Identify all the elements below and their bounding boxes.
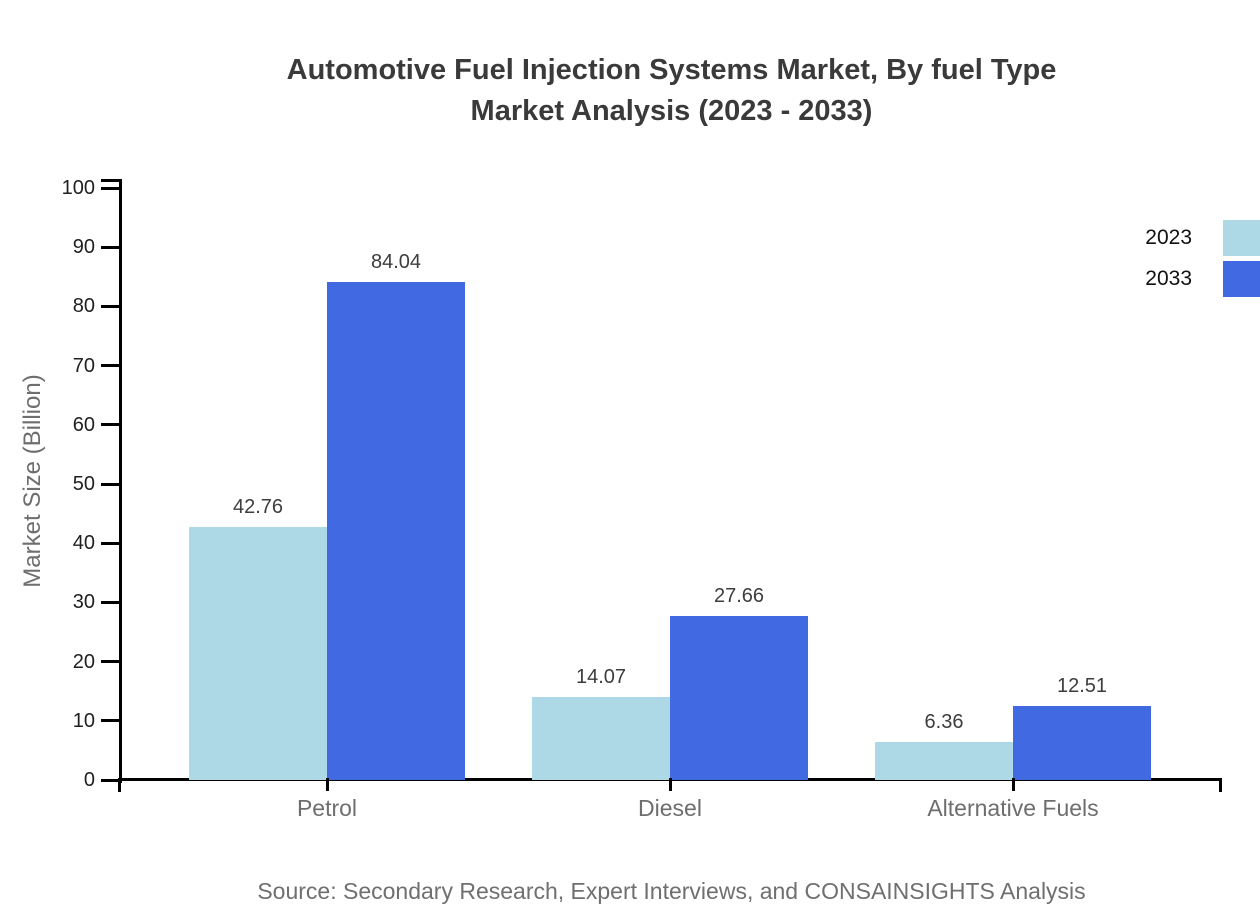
- x-tick: [1011, 778, 1015, 791]
- value-label: 6.36: [924, 711, 964, 734]
- y-axis-spine: [119, 179, 122, 783]
- y-tick-label: 40: [72, 532, 95, 555]
- category-label-petrol: Petrol: [296, 795, 358, 821]
- y-tick-label: 50: [72, 473, 95, 495]
- x-axis-left-end-tick: [118, 778, 121, 792]
- y-tick: [101, 364, 119, 368]
- bar-2033-petrol: [327, 282, 465, 780]
- bar-2023-diesel: [532, 696, 670, 780]
- bar-2033-alternative-fuels: [1013, 705, 1151, 780]
- y-tick: [101, 541, 119, 545]
- value-label: 42.76: [232, 495, 284, 518]
- y-tick: [101, 482, 119, 486]
- chart-title-line1: Automotive Fuel Injection Systems Market…: [286, 54, 1057, 86]
- y-axis-end-tick: [101, 179, 119, 182]
- y-tick-label: 70: [72, 354, 95, 377]
- bar-2033-diesel: [670, 616, 808, 780]
- legend-label-2033: 2033: [1145, 267, 1192, 290]
- value-label: 12.51: [1056, 674, 1108, 697]
- y-tick-label: 80: [72, 295, 95, 318]
- legend-label-2023: 2023: [1145, 226, 1192, 249]
- y-tick-label: 10: [72, 709, 95, 732]
- value-label: 14.07: [575, 665, 627, 688]
- y-tick: [101, 660, 119, 664]
- legend-swatch-2033: [1223, 261, 1260, 297]
- chart-title-line2: Market Analysis (2023 - 2033): [470, 95, 873, 127]
- y-tick-label: 20: [72, 650, 95, 673]
- x-axis-right-end-tick: [1219, 778, 1222, 792]
- y-tick: [101, 719, 119, 723]
- y-tick-label: 30: [72, 591, 95, 614]
- source-attribution: Source: Secondary Research, Expert Inter…: [257, 878, 1086, 904]
- chart-title: Automotive Fuel Injection Systems Market…: [121, 50, 1222, 132]
- y-tick-label: 0: [83, 769, 95, 791]
- category-label-diesel: Diesel: [638, 795, 702, 821]
- y-tick: [101, 778, 119, 782]
- y-tick-label: 100: [61, 177, 95, 199]
- value-label: 27.66: [713, 585, 765, 608]
- y-tick-label: 90: [72, 236, 95, 259]
- y-tick: [101, 186, 119, 190]
- y-tick: [101, 600, 119, 604]
- bar-2023-alternative-fuels: [875, 742, 1013, 780]
- legend-swatch-2023: [1223, 220, 1260, 256]
- y-tick: [101, 304, 119, 308]
- y-tick: [101, 245, 119, 249]
- legend-row-2033: 2033: [1145, 261, 1260, 297]
- y-tick-label: 60: [72, 413, 95, 436]
- bar-2023-petrol: [189, 526, 327, 780]
- category-label-alternative-fuels: Alternative Fuels: [927, 795, 1099, 821]
- x-tick: [325, 778, 329, 791]
- x-tick: [668, 778, 672, 791]
- value-label: 84.04: [370, 251, 422, 274]
- legend-row-2023: 2023: [1145, 220, 1260, 256]
- y-tick: [101, 423, 119, 427]
